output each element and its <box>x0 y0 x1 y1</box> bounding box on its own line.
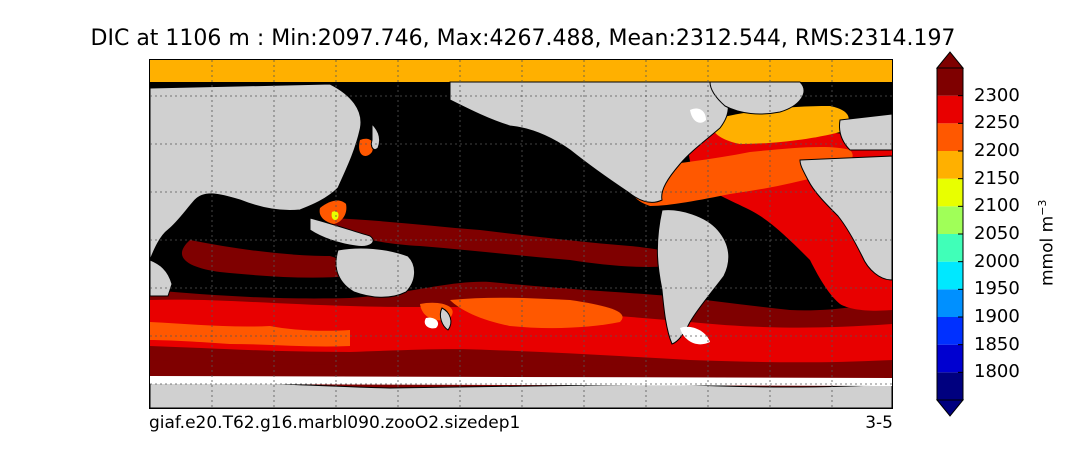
colorbar-segment <box>937 344 963 373</box>
plot-title: DIC at 1106 m : Min:2097.746, Max:4267.4… <box>90 26 956 51</box>
units-exponent: −3 <box>1036 199 1049 216</box>
land-new-zealand <box>439 307 452 331</box>
colorbar-segment <box>937 234 963 262</box>
colorbar-segment <box>937 68 963 96</box>
land-indonesia <box>309 217 374 247</box>
colorbar-tick-label: 2050 <box>974 223 1020 244</box>
arctic-orange <box>150 60 892 82</box>
colorbar-tick-label: 2250 <box>974 112 1020 134</box>
colorbar-units: mmol m−3 <box>1036 200 1058 286</box>
grid-lines <box>150 60 892 408</box>
land-africa-east <box>799 155 892 281</box>
southern-red <box>150 299 892 363</box>
land-australia <box>335 247 415 298</box>
southern-orange-central <box>450 297 623 329</box>
land-eurasia-africa <box>150 83 362 261</box>
colorbar-segment <box>937 206 963 234</box>
sulu-sea <box>331 211 339 220</box>
atlantic-orange <box>628 146 853 206</box>
colorbar-tick-label: 2200 <box>974 140 1020 161</box>
colorbar-tick-label: 1950 <box>974 278 1020 300</box>
nodata-hudson <box>690 108 706 123</box>
colorbar-segment <box>937 372 963 400</box>
japan-sea <box>359 138 374 156</box>
nodata-nz-shelf <box>424 317 439 329</box>
colorbar <box>935 51 965 417</box>
units-text: mmol m <box>1037 215 1058 286</box>
southern-orange-west <box>150 322 350 347</box>
map-panel <box>149 59 893 409</box>
land-south-america <box>656 209 730 345</box>
nodata-antarctic-shelf <box>150 376 892 386</box>
colorbar-segment <box>937 151 963 179</box>
colorbar-segment <box>937 317 963 345</box>
colorbar-tick-label: 1850 <box>974 333 1020 355</box>
west-pacific-dark-red <box>330 218 690 267</box>
colorbar-tick-label: 1800 <box>974 361 1020 383</box>
north-atlantic-orange <box>710 106 849 144</box>
colorbar-segment <box>937 123 963 151</box>
nodata-patagonia <box>680 326 710 345</box>
land-north-america <box>449 81 729 203</box>
caption-case-name: giaf.e20.T62.g16.marbl090.zooO2.sizedep1 <box>149 413 521 433</box>
map-svg <box>150 60 892 408</box>
colorbar-segment <box>937 289 963 317</box>
colorbar-segment <box>937 178 963 207</box>
caption-years: 3-5 <box>865 413 893 433</box>
colorbar-segment <box>937 95 963 124</box>
land-africa-tip <box>150 259 173 297</box>
colorbar-tick-label: 2100 <box>974 195 1020 217</box>
colorbar-tick-label: 2000 <box>974 250 1020 272</box>
colorbar-extend-min <box>935 399 965 417</box>
colorbar-tick-label: 2300 <box>974 84 1020 106</box>
land-greenland <box>709 81 805 115</box>
colorbar-segment <box>937 261 963 290</box>
colorbar-tick-label: 1900 <box>974 306 1020 327</box>
land-europe <box>839 113 892 151</box>
colorbar-extend-max <box>935 51 965 69</box>
indian-dark-red <box>181 240 354 278</box>
colorbar-tick-label: 2150 <box>974 167 1020 189</box>
